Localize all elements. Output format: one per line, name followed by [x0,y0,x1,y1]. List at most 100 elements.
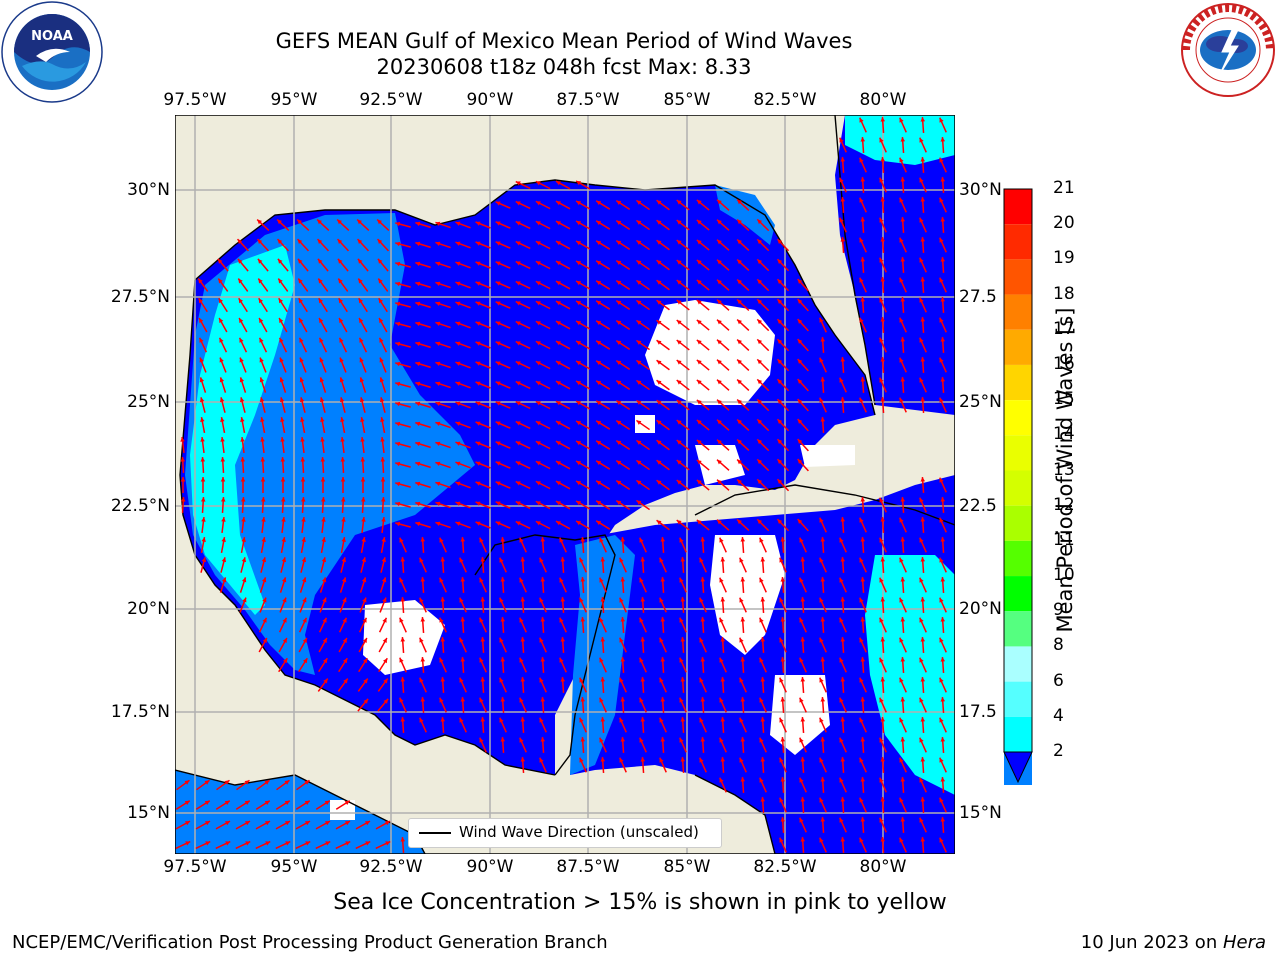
wind-wave-arrow [281,516,286,534]
wind-wave-arrow [900,536,906,554]
wind-wave-arrow [575,380,591,390]
wind-wave-arrow [699,597,707,613]
wind-wave-arrow [900,496,906,514]
wind-wave-arrow [696,259,710,271]
wind-wave-arrow [659,717,667,733]
wind-wave-arrow [435,421,451,429]
wind-wave-arrow [495,361,511,369]
wind-wave-arrow [700,576,706,594]
wind-wave-arrow [180,456,186,474]
wind-wave-arrow [919,817,927,833]
wind-wave-arrow [676,359,690,371]
wind-wave-arrow [920,356,926,374]
wind-wave-arrow [776,318,790,332]
wind-wave-arrow [676,319,690,331]
wind-wave-arrow [439,577,447,593]
wind-wave-arrow [780,696,786,714]
wind-wave-arrow [360,417,366,433]
wind-wave-arrow [699,757,707,773]
wind-wave-arrow [520,676,526,694]
wind-wave-arrow [880,836,886,854]
wind-wave-arrow [740,656,746,674]
wind-wave-arrow [395,341,411,348]
wind-wave-arrow [200,537,206,553]
wind-wave-arrow [555,240,571,250]
wind-wave-arrow [555,480,571,490]
wind-wave-arrow [920,556,926,574]
wind-wave-arrow [260,557,267,573]
wind-wave-arrow [839,577,847,593]
colorbar [1003,188,1033,785]
wind-wave-arrow [696,399,710,411]
wind-wave-arrow [535,180,551,190]
colorbar-tick-label: 17 [1053,318,1075,339]
wind-wave-arrow [279,357,287,373]
wind-wave-arrow [256,238,270,252]
wind-wave-arrow [336,218,350,232]
wind-wave-arrow [780,816,786,834]
wind-wave-arrow [519,577,527,593]
wind-wave-arrow [295,800,311,810]
wind-wave-arrow [415,301,431,309]
wind-wave-arrow [335,800,351,810]
colorbar-segment [1004,646,1032,682]
wind-wave-arrow [719,697,727,713]
wind-wave-arrow [919,257,927,273]
colorbar-tick-label: 16 [1053,353,1075,374]
wind-wave-arrow [676,399,690,411]
wind-wave-arrow [599,697,607,713]
wind-wave-arrow [779,757,787,773]
wind-wave-arrow [218,297,228,313]
wind-wave-arrow [420,616,426,634]
wind-wave-arrow [399,537,407,553]
wind-wave-arrow [419,677,427,693]
wind-wave-arrow [879,217,887,233]
wind-wave-arrow [519,737,527,753]
wind-wave-arrow [258,637,268,653]
wind-wave-arrow [639,617,647,633]
wind-wave-arrow [535,240,551,250]
wind-wave-arrow [395,461,411,468]
wind-wave-arrow [318,317,328,333]
wind-wave-arrow [357,678,369,692]
wind-wave-arrow [940,496,946,514]
wind-wave-arrow [420,656,426,674]
wind-wave-arrow [299,397,306,413]
wind-wave-arrow [320,417,326,433]
wind-wave-arrow [756,258,770,272]
wind-wave-arrow [736,199,750,211]
wind-wave-arrow [480,596,486,614]
wind-wave-arrow [315,840,331,850]
wind-wave-arrow [659,597,667,613]
wind-wave-arrow [337,258,349,272]
wind-wave-arrow [455,321,471,329]
wind-wave-arrow [595,460,611,470]
wind-wave-arrow [495,481,511,489]
wind-wave-arrow [560,676,566,694]
wind-wave-arrow [219,357,227,373]
wind-wave-arrow [797,398,809,412]
wind-wave-arrow [378,317,388,333]
wind-wave-arrow [719,537,727,553]
wind-wave-arrow [900,256,906,274]
lon-label-top: 80°W [859,90,907,110]
wind-wave-arrow [640,596,646,614]
wind-wave-arrow [555,300,571,310]
wind-wave-arrow [495,281,511,289]
wind-wave-arrow [660,696,666,714]
wind-wave-arrow [355,840,371,850]
wind-wave-arrow [636,319,650,331]
wind-wave-arrow [435,401,451,409]
wind-wave-arrow [880,116,886,134]
wind-wave-arrow [395,421,411,428]
wind-wave-arrow [840,676,846,694]
wind-wave-arrow [899,237,907,253]
wind-wave-arrow [636,219,650,231]
wind-wave-arrow [395,401,411,408]
wind-wave-arrow [379,577,387,593]
wind-wave-arrow [395,501,411,508]
wind-wave-arrow [580,536,586,554]
wind-wave-arrow [338,657,348,673]
wind-wave-arrow [819,637,827,653]
wind-wave-arrow [338,337,348,353]
